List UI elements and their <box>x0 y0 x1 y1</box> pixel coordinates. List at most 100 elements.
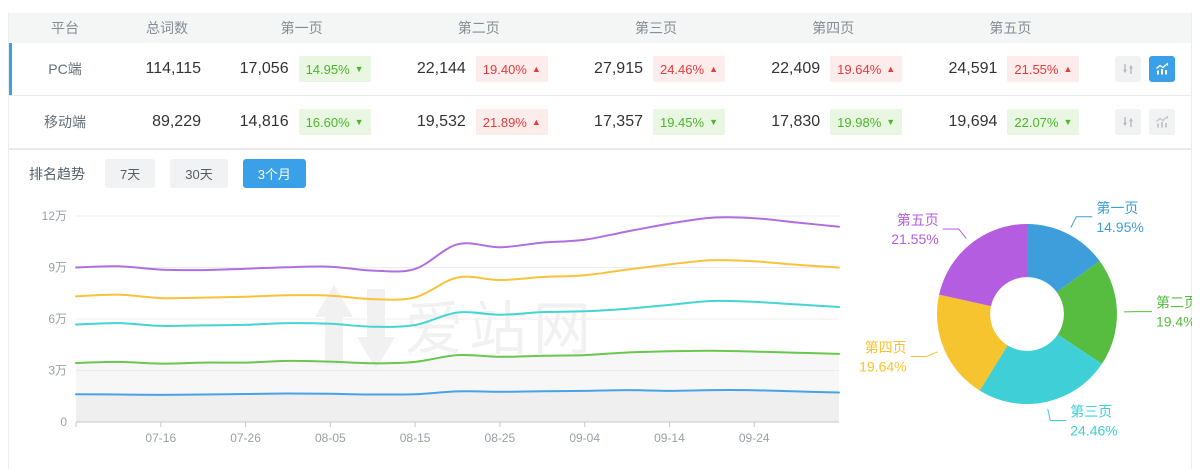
column-header-platform: 平台 <box>51 20 79 36</box>
total-words-value: 114,115 <box>145 60 201 77</box>
trend-section: 排名趋势 7天 30天 3个月 爱站网 07-16 07-26 08-05 08-15 0… <box>9 149 1198 469</box>
line-chart: 爱站网 07-16 07-26 08-05 08-15 08-25 09-04 09-14 09… <box>9 192 854 469</box>
sort-arrows-icon <box>1122 64 1133 74</box>
change-badge: 19.64% <box>830 56 903 82</box>
page5-count: 19,694 <box>948 113 998 130</box>
change-badge: 14.95% <box>298 56 371 82</box>
y-tick-label: 0 <box>60 415 67 429</box>
page2-count: 22,144 <box>416 60 466 77</box>
donut-slice[interactable] <box>1056 260 1117 364</box>
donut-label-pct: 14.95% <box>1096 219 1143 235</box>
page2-count: 19,532 <box>416 113 466 130</box>
series-line <box>75 389 840 396</box>
x-tick-label: 08-05 <box>315 431 346 445</box>
y-tick-label: 9万 <box>48 261 67 275</box>
page4-count: 22,409 <box>771 60 821 77</box>
table-row-pc[interactable]: PC端 114,115 17,056 14.95% 22,144 19.40% … <box>9 43 1191 96</box>
x-tick-label: 07-26 <box>230 431 261 445</box>
page2-cell: 22,144 19.40% <box>390 56 567 82</box>
donut-label-pct: 19.4% <box>1156 314 1192 330</box>
page1-cell: 17,056 14.95% <box>213 56 390 82</box>
x-tick-label: 09-04 <box>569 431 600 445</box>
sort-arrows-icon <box>1122 117 1133 127</box>
label-leader-line <box>910 351 938 357</box>
table-row-mobile[interactable]: 移动端 89,229 14,816 16.60% 19,532 21.89% 1… <box>9 96 1191 149</box>
column-header-total: 总词数 <box>146 20 188 36</box>
trend-chart-icon <box>1156 62 1169 75</box>
donut-label-pct: 24.46% <box>1070 422 1117 438</box>
tab-7d[interactable]: 7天 <box>105 159 156 188</box>
donut-label-name: 第三页 <box>1070 403 1112 419</box>
trend-chart-button[interactable] <box>1148 56 1175 82</box>
page1-cell: 14,816 16.60% <box>213 109 390 135</box>
x-tick-label: 09-14 <box>654 431 685 445</box>
tab-30d[interactable]: 30天 <box>170 159 228 188</box>
change-badge: 21.55% <box>1007 56 1080 82</box>
page3-count: 27,915 <box>594 60 643 77</box>
table-header-row: 平台 总词数 第一页 第二页 第三页 第四页 第五页 <box>9 13 1191 43</box>
total-words-value: 89,229 <box>152 113 201 130</box>
x-tick-label: 09-24 <box>739 431 770 445</box>
arrow-up-icon <box>532 118 541 127</box>
column-header-page1: 第一页 <box>280 20 323 36</box>
page5-count: 24,591 <box>948 60 998 77</box>
change-badge: 22.07% <box>1007 109 1080 135</box>
label-leader-line <box>1047 408 1067 421</box>
rank-dashboard: 平台 总词数 第一页 第二页 第三页 第四页 第五页 PC端 114,115 1… <box>8 13 1198 469</box>
page5-cell: 19,694 22.07% <box>922 109 1099 135</box>
arrow-up-icon <box>886 65 895 74</box>
watermark: 爱站网 <box>315 285 597 369</box>
y-tick-label: 12万 <box>42 209 67 223</box>
page3-cell: 27,915 24.46% <box>567 56 744 82</box>
arrow-down-icon <box>355 118 364 127</box>
donut-label-pct: 19.64% <box>859 358 906 374</box>
arrow-down-icon <box>886 118 895 127</box>
column-header-page5: 第五页 <box>989 20 1032 36</box>
page1-count: 17,056 <box>239 60 289 77</box>
column-header-page3: 第三页 <box>634 20 677 36</box>
change-badge: 16.60% <box>298 109 371 135</box>
arrow-down-icon <box>355 65 364 74</box>
donut-slice[interactable] <box>1027 224 1100 293</box>
trend-tabbar: 排名趋势 7天 30天 3个月 <box>9 150 1191 192</box>
column-header-page4: 第四页 <box>812 20 855 36</box>
page5-cell: 24,591 21.55% <box>922 56 1099 82</box>
series-line <box>75 349 840 365</box>
trend-chart-button[interactable] <box>1148 109 1175 135</box>
platform-label: 移动端 <box>44 114 86 130</box>
page2-cell: 19,532 21.89% <box>390 109 567 135</box>
donut-label-pct: 21.55% <box>891 231 938 247</box>
arrow-down-icon <box>709 118 718 127</box>
change-badge: 21.89% <box>475 109 548 135</box>
rank-compare-button[interactable] <box>1114 56 1141 82</box>
x-tick-label: 08-15 <box>400 431 431 445</box>
page4-cell: 22,409 19.64% <box>745 56 922 82</box>
trend-title: 排名趋势 <box>29 165 85 182</box>
column-header-page2: 第二页 <box>457 20 500 36</box>
tab-3m[interactable]: 3个月 <box>242 159 306 188</box>
arrow-up-icon <box>532 65 541 74</box>
change-badge: 24.46% <box>652 56 725 82</box>
page4-count: 17,830 <box>771 113 821 130</box>
arrow-down-icon <box>1063 118 1072 127</box>
series-line <box>75 259 840 301</box>
donut-chart: 第一页 14.95% 第二页 19.4% 第三页 24.46% 第四页 19.64% 第五页 21… <box>854 192 1198 469</box>
donut-slice[interactable] <box>939 224 1027 307</box>
platform-label: PC端 <box>48 61 82 77</box>
donut-slice[interactable] <box>936 294 1008 391</box>
change-badge: 19.45% <box>652 109 725 135</box>
y-tick-label: 6万 <box>48 312 67 326</box>
donut-label-name: 第五页 <box>897 212 939 228</box>
change-badge: 19.98% <box>830 109 903 135</box>
rank-compare-button[interactable] <box>1114 109 1141 135</box>
x-tick-label: 07-16 <box>145 431 176 445</box>
svg-text:爱站网: 爱站网 <box>405 297 597 362</box>
trend-chart-icon <box>1156 115 1169 128</box>
arrow-up-icon <box>709 65 718 74</box>
series-line <box>75 299 840 328</box>
change-badge: 19.40% <box>475 56 548 82</box>
donut-slice[interactable] <box>979 334 1102 405</box>
x-tick-label: 08-25 <box>485 431 516 445</box>
page3-count: 17,357 <box>594 113 643 130</box>
donut-label-name: 第四页 <box>865 339 907 355</box>
